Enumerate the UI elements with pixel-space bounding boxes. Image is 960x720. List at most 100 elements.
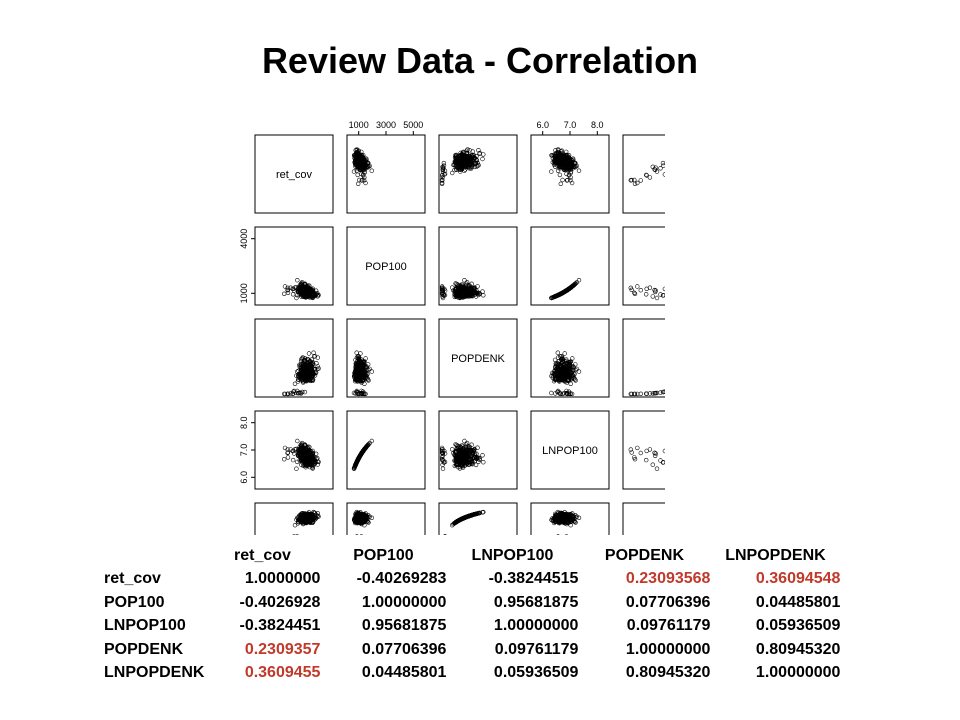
data-point: [549, 169, 554, 174]
data-point: [662, 448, 665, 454]
data-point: [357, 177, 362, 183]
data-point: [558, 164, 564, 169]
data-point: [472, 285, 477, 290]
data-point: [281, 457, 287, 462]
data-point: [632, 177, 637, 183]
data-point: [440, 173, 445, 178]
data-point: [573, 164, 578, 170]
data-point: [282, 284, 288, 289]
data-point: [647, 175, 653, 180]
data-point: [662, 286, 665, 292]
data-point: [572, 164, 577, 169]
data-point: [549, 390, 554, 396]
data-point: [635, 180, 640, 186]
data-point: [369, 168, 375, 173]
data-point: [455, 164, 461, 169]
data-point: [362, 163, 368, 168]
data-point: [299, 291, 304, 296]
scatterplot-matrix: ret_covPOP100POPDENKLNPOP100LNPOPDENK100…: [239, 120, 665, 535]
data-point: [305, 287, 311, 292]
data-point: [440, 466, 446, 471]
data-point: [299, 282, 304, 287]
data-point: [472, 164, 477, 170]
data-point: [358, 166, 363, 171]
data-point: [295, 438, 300, 444]
panel-frame: [254, 226, 334, 306]
data-point: [644, 172, 649, 178]
slide-title: Review Data - Correlation: [261, 40, 699, 81]
data-point: [635, 445, 640, 451]
data-point: [564, 149, 569, 155]
data-point: [550, 155, 556, 161]
data-point: [439, 180, 445, 186]
data-point: [464, 160, 469, 166]
data-point: [576, 369, 582, 374]
data-point: [439, 177, 445, 183]
data-point: [359, 167, 364, 172]
data-point: [285, 290, 291, 296]
data-point: [362, 178, 367, 183]
data-point: [441, 293, 447, 298]
panel-frame: [346, 134, 426, 214]
data-point: [566, 173, 572, 178]
data-point: [475, 163, 480, 169]
data-point: [474, 164, 479, 169]
data-point: [654, 295, 660, 301]
data-point: [290, 292, 296, 297]
data-point: [552, 357, 558, 363]
data-point: [453, 163, 458, 169]
data-point: [309, 290, 314, 295]
data-point: [357, 167, 363, 173]
data-point: [480, 453, 485, 458]
data-point: [661, 163, 665, 168]
data-point: [564, 158, 569, 164]
data-point: [569, 163, 574, 168]
data-point: [576, 168, 582, 173]
data-point: [290, 286, 295, 292]
data-point: [312, 292, 318, 298]
data-point: [557, 172, 563, 178]
data-point: [653, 165, 658, 170]
data-point: [464, 150, 469, 156]
data-point: [660, 160, 665, 166]
data-point: [650, 294, 655, 299]
data-point: [440, 175, 445, 180]
data-point: [560, 177, 565, 183]
data-point: [296, 289, 302, 294]
data-point: [439, 287, 445, 293]
data-point: [360, 177, 365, 183]
data-point: [464, 281, 469, 286]
data-point: [452, 167, 457, 173]
data-point: [658, 166, 663, 171]
data-point: [638, 450, 643, 456]
data-point: [561, 154, 566, 159]
data-point: [468, 286, 473, 291]
data-point: [570, 159, 575, 165]
data-point: [296, 288, 301, 293]
data-point: [481, 293, 486, 298]
data-point: [354, 150, 360, 156]
data-point: [460, 166, 465, 171]
data-point: [462, 438, 467, 444]
data-point: [356, 164, 361, 169]
data-point: [467, 148, 472, 153]
data-point: [295, 289, 301, 295]
data-point: [662, 172, 665, 177]
data-point: [458, 150, 463, 156]
data-point: [369, 369, 375, 374]
data-point: [355, 172, 360, 178]
data-point: [281, 291, 287, 297]
data-point: [353, 154, 358, 160]
data-point: [352, 155, 357, 161]
panel-frame: [346, 226, 426, 306]
data-point: [556, 150, 561, 156]
data-point: [564, 152, 570, 158]
data-point: [294, 466, 299, 471]
data-point: [555, 168, 561, 174]
data-point: [470, 152, 475, 158]
data-point: [638, 178, 643, 183]
data-point: [644, 457, 649, 463]
data-point: [563, 166, 568, 171]
data-point: [644, 292, 649, 297]
data-point: [441, 160, 447, 166]
